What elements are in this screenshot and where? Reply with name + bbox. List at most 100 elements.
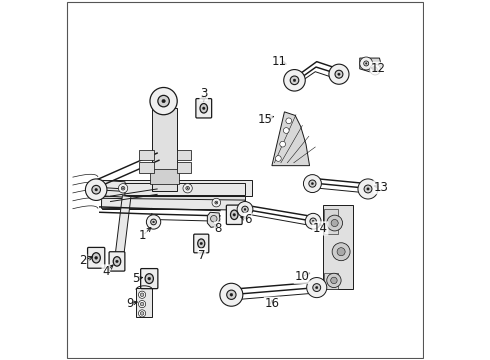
Circle shape	[150, 87, 177, 115]
Text: 5: 5	[132, 272, 139, 285]
Circle shape	[303, 175, 321, 193]
Polygon shape	[152, 108, 177, 191]
Polygon shape	[139, 162, 153, 173]
Circle shape	[244, 208, 246, 210]
Circle shape	[237, 202, 253, 217]
Polygon shape	[150, 169, 179, 184]
Circle shape	[329, 64, 349, 84]
Ellipse shape	[197, 239, 205, 248]
Circle shape	[327, 215, 343, 231]
Polygon shape	[96, 180, 125, 189]
Text: 4: 4	[102, 265, 110, 278]
Circle shape	[85, 179, 107, 201]
Circle shape	[374, 69, 376, 70]
Text: 2: 2	[79, 254, 87, 267]
Ellipse shape	[92, 253, 100, 263]
Circle shape	[227, 290, 236, 300]
Circle shape	[280, 141, 286, 147]
Ellipse shape	[200, 104, 207, 113]
Circle shape	[216, 202, 217, 203]
FancyBboxPatch shape	[109, 252, 125, 271]
Polygon shape	[324, 273, 338, 289]
Circle shape	[187, 188, 188, 189]
Polygon shape	[177, 162, 191, 173]
FancyBboxPatch shape	[194, 234, 209, 253]
Text: 8: 8	[215, 222, 222, 235]
Circle shape	[364, 185, 372, 193]
Circle shape	[95, 188, 98, 191]
Circle shape	[140, 312, 144, 315]
Circle shape	[215, 201, 218, 204]
FancyBboxPatch shape	[196, 99, 212, 118]
Circle shape	[284, 69, 305, 91]
Circle shape	[119, 184, 128, 193]
Circle shape	[311, 183, 314, 185]
Polygon shape	[177, 149, 191, 160]
Text: 13: 13	[374, 181, 389, 194]
Text: 11: 11	[271, 55, 287, 68]
Polygon shape	[115, 195, 131, 256]
Polygon shape	[101, 196, 245, 210]
Circle shape	[139, 291, 146, 298]
Circle shape	[283, 128, 289, 134]
Text: 9: 9	[126, 297, 133, 310]
Circle shape	[275, 156, 281, 161]
Circle shape	[360, 57, 373, 70]
Text: 3: 3	[200, 87, 207, 100]
Circle shape	[147, 215, 161, 229]
Circle shape	[140, 293, 144, 297]
Circle shape	[122, 186, 125, 190]
Text: 12: 12	[370, 62, 385, 75]
Polygon shape	[136, 288, 152, 317]
Polygon shape	[323, 205, 353, 289]
Circle shape	[122, 188, 123, 189]
Circle shape	[139, 310, 146, 317]
Circle shape	[290, 76, 299, 85]
Circle shape	[153, 221, 154, 223]
Circle shape	[293, 79, 296, 82]
Circle shape	[337, 248, 345, 256]
Circle shape	[220, 283, 243, 306]
Circle shape	[202, 107, 205, 110]
Circle shape	[309, 180, 316, 187]
FancyBboxPatch shape	[88, 247, 105, 268]
Circle shape	[305, 213, 321, 229]
Circle shape	[200, 242, 202, 245]
Circle shape	[370, 64, 381, 75]
Circle shape	[211, 216, 217, 222]
Circle shape	[327, 273, 341, 288]
FancyBboxPatch shape	[226, 205, 242, 225]
Circle shape	[92, 185, 100, 194]
Circle shape	[364, 61, 368, 66]
Circle shape	[139, 301, 146, 308]
Circle shape	[286, 118, 292, 124]
Circle shape	[310, 218, 317, 225]
Polygon shape	[95, 183, 245, 195]
Ellipse shape	[113, 257, 121, 266]
Polygon shape	[324, 209, 338, 234]
Polygon shape	[272, 112, 310, 166]
Circle shape	[358, 179, 378, 199]
Circle shape	[183, 184, 192, 193]
Ellipse shape	[230, 210, 238, 220]
Text: 6: 6	[244, 213, 252, 226]
Circle shape	[307, 278, 327, 298]
Circle shape	[230, 293, 233, 296]
Circle shape	[331, 220, 338, 226]
Circle shape	[332, 243, 350, 261]
FancyBboxPatch shape	[141, 269, 158, 289]
Text: 15: 15	[257, 113, 272, 126]
Circle shape	[148, 277, 151, 280]
Circle shape	[242, 206, 248, 213]
Polygon shape	[207, 212, 220, 227]
Text: 16: 16	[265, 297, 279, 310]
Circle shape	[140, 302, 144, 306]
Circle shape	[316, 287, 318, 289]
Circle shape	[151, 219, 156, 225]
Circle shape	[116, 260, 119, 263]
Circle shape	[367, 188, 369, 190]
Circle shape	[233, 213, 236, 216]
Polygon shape	[360, 58, 381, 74]
Circle shape	[338, 73, 340, 75]
Circle shape	[212, 198, 220, 207]
